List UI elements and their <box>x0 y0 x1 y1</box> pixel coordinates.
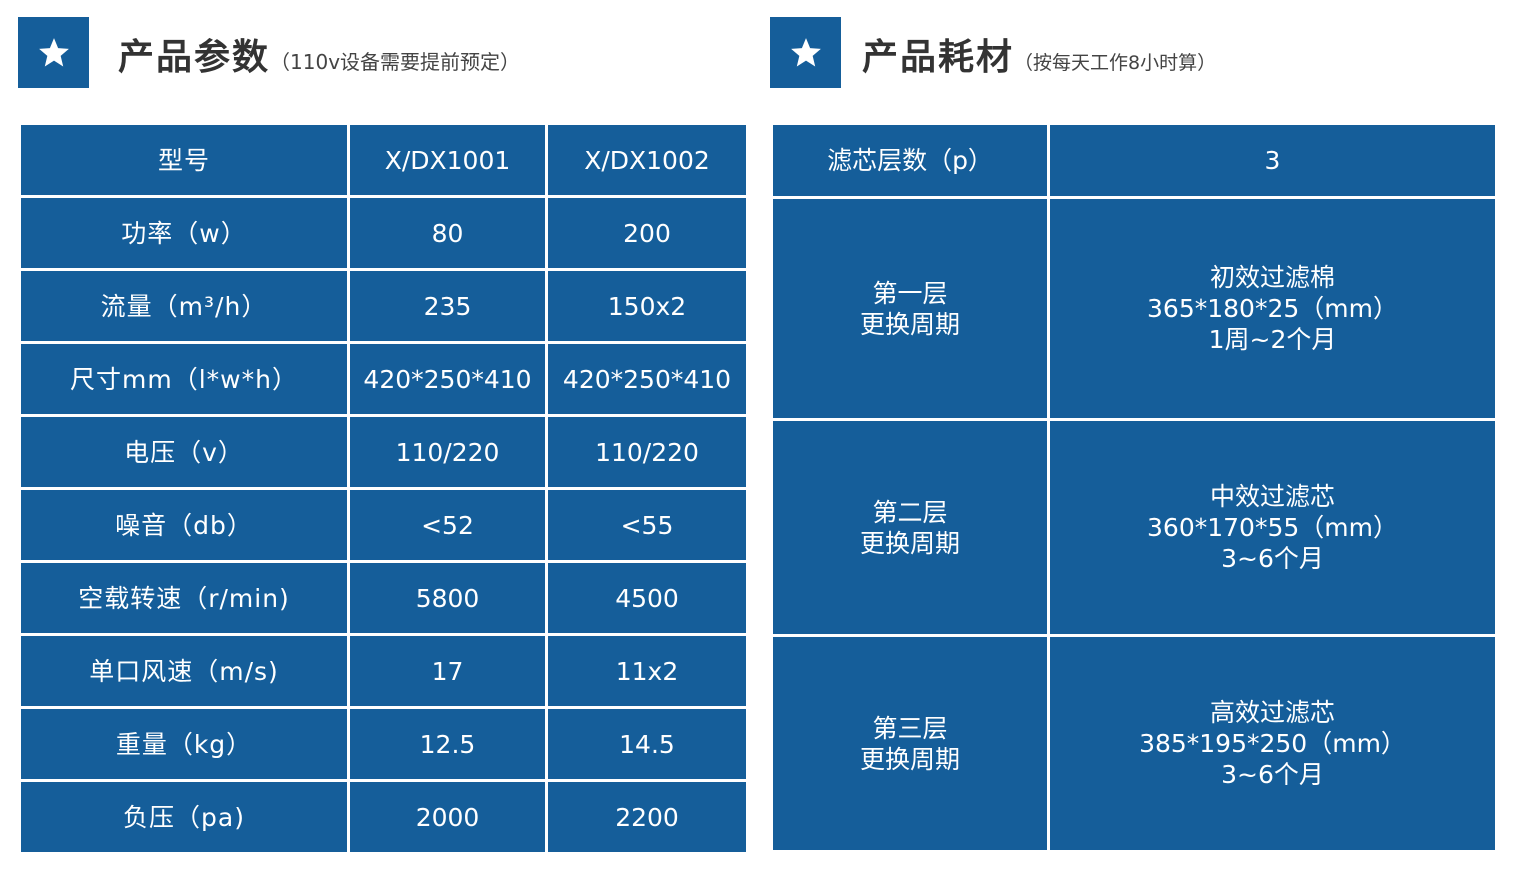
row-value: 2200 <box>545 779 749 855</box>
section-title: 产品耗材（按每天工作8小时算） <box>862 28 1216 80</box>
replace-cycle-label: 更换周期 <box>859 744 960 774</box>
replace-cycle-label: 更换周期 <box>859 309 960 339</box>
filter-name: 中效过滤芯 <box>1209 482 1335 511</box>
table-row: 重量（kg） 12.5 14.5 <box>18 706 749 782</box>
row-value: 235 <box>347 268 548 344</box>
row-label: 流量（m³/h） <box>18 268 350 344</box>
row-value: 110/220 <box>545 414 749 490</box>
replace-period: 1周~2个月 <box>1208 325 1337 354</box>
filter-layers-label: 滤芯层数（p） <box>770 122 1050 199</box>
table-row: 功率（w） 80 200 <box>18 195 749 271</box>
consumables-table: 滤芯层数（p） 3 第一层 更换周期 初效过滤棉 365*180*25（mm） … <box>770 122 1498 853</box>
replace-period: 3~6个月 <box>1221 760 1324 789</box>
replace-period: 3~6个月 <box>1221 544 1324 573</box>
section-header: 产品参数（110v设备需要提前预定） <box>18 0 744 100</box>
row-value: 110/220 <box>347 414 548 490</box>
row-value: 11x2 <box>545 633 749 709</box>
model-name: X/DX1001 <box>347 122 548 198</box>
table-row: 电压（v） 110/220 110/220 <box>18 414 749 490</box>
row-label: 重量（kg） <box>18 706 350 782</box>
row-value: 14.5 <box>545 706 749 782</box>
filter-layers-row: 滤芯层数（p） 3 <box>770 122 1498 199</box>
row-label: 空载转速（r/min) <box>18 560 350 636</box>
layer-label: 第一层 更换周期 <box>770 196 1050 421</box>
table-row: 第三层 更换周期 高效过滤芯 385*195*250（mm） 3~6个月 <box>770 634 1498 853</box>
row-label: 噪音（db） <box>18 487 350 563</box>
layer-label: 第三层 更换周期 <box>770 634 1050 853</box>
product-parameters-panel: 产品参数（110v设备需要提前预定） 型号 X/DX1001 X/DX1002 … <box>18 0 749 855</box>
replace-cycle-label: 更换周期 <box>859 528 960 558</box>
row-label: 尺寸mm（l*w*h） <box>18 341 350 417</box>
star-icon <box>770 17 841 88</box>
model-header-text: 型号 <box>157 145 210 175</box>
filter-size: 385*195*250（mm） <box>1139 729 1406 758</box>
layer-name: 第三层 <box>872 713 948 743</box>
row-label: 电压（v） <box>18 414 350 490</box>
filter-layers-value: 3 <box>1047 122 1498 199</box>
table-row: 单口风速（m/s) 17 11x2 <box>18 633 749 709</box>
product-consumables-panel: 产品耗材（按每天工作8小时算） 滤芯层数（p） 3 第一层 更换周期 初效过滤棉… <box>770 0 1498 853</box>
table-row: 第二层 更换周期 中效过滤芯 360*170*55（mm） 3~6个月 <box>770 418 1498 637</box>
row-value: 150x2 <box>545 268 749 344</box>
layer-detail: 中效过滤芯 360*170*55（mm） 3~6个月 <box>1047 418 1498 637</box>
section-header: 产品耗材（按每天工作8小时算） <box>770 0 1493 100</box>
row-value: 2000 <box>347 779 548 855</box>
layer-label: 第二层 更换周期 <box>770 418 1050 637</box>
layer-detail: 高效过滤芯 385*195*250（mm） 3~6个月 <box>1047 634 1498 853</box>
row-value: 4500 <box>545 560 749 636</box>
section-title: 产品参数（110v设备需要提前预定） <box>118 28 520 80</box>
row-value: 420*250*410 <box>545 341 749 417</box>
table-row: 尺寸mm（l*w*h） 420*250*410 420*250*410 <box>18 341 749 417</box>
row-value: 200 <box>545 195 749 271</box>
row-value: 80 <box>347 195 548 271</box>
layer-detail: 初效过滤棉 365*180*25（mm） 1周~2个月 <box>1047 196 1498 421</box>
filter-name: 初效过滤棉 <box>1209 263 1335 292</box>
layer-name: 第二层 <box>872 497 948 527</box>
title-text: 产品耗材 <box>862 37 1015 78</box>
row-label: 负压（pa) <box>18 779 350 855</box>
table-row: 空载转速（r/min) 5800 4500 <box>18 560 749 636</box>
layer-name: 第一层 <box>872 278 948 308</box>
row-label: 单口风速（m/s) <box>18 633 350 709</box>
star-icon <box>18 17 89 88</box>
filter-name: 高效过滤芯 <box>1209 698 1335 727</box>
table-row: 流量（m³/h） 235 150x2 <box>18 268 749 344</box>
section-subtitle: （110v设备需要提前预定） <box>270 50 521 74</box>
row-value: 5800 <box>347 560 548 636</box>
title-text: 产品参数 <box>118 37 271 78</box>
table-row: 负压（pa) 2000 2200 <box>18 779 749 855</box>
section-subtitle: （按每天工作8小时算） <box>1014 52 1217 74</box>
row-value: <52 <box>347 487 548 563</box>
model-header: 型号 <box>18 122 350 198</box>
spec-table: 型号 X/DX1001 X/DX1002 功率（w） 80 200 流量（m³/… <box>18 122 749 855</box>
row-value: 12.5 <box>347 706 548 782</box>
model-name: X/DX1002 <box>545 122 749 198</box>
row-value: 17 <box>347 633 548 709</box>
filter-size: 365*180*25（mm） <box>1147 294 1398 323</box>
table-row: 噪音（db） <52 <55 <box>18 487 749 563</box>
filter-size: 360*170*55（mm） <box>1147 513 1398 542</box>
row-value: 420*250*410 <box>347 341 548 417</box>
row-label: 功率（w） <box>18 195 350 271</box>
table-header-row: 型号 X/DX1001 X/DX1002 <box>18 122 749 198</box>
table-row: 第一层 更换周期 初效过滤棉 365*180*25（mm） 1周~2个月 <box>770 196 1498 421</box>
row-value: <55 <box>545 487 749 563</box>
